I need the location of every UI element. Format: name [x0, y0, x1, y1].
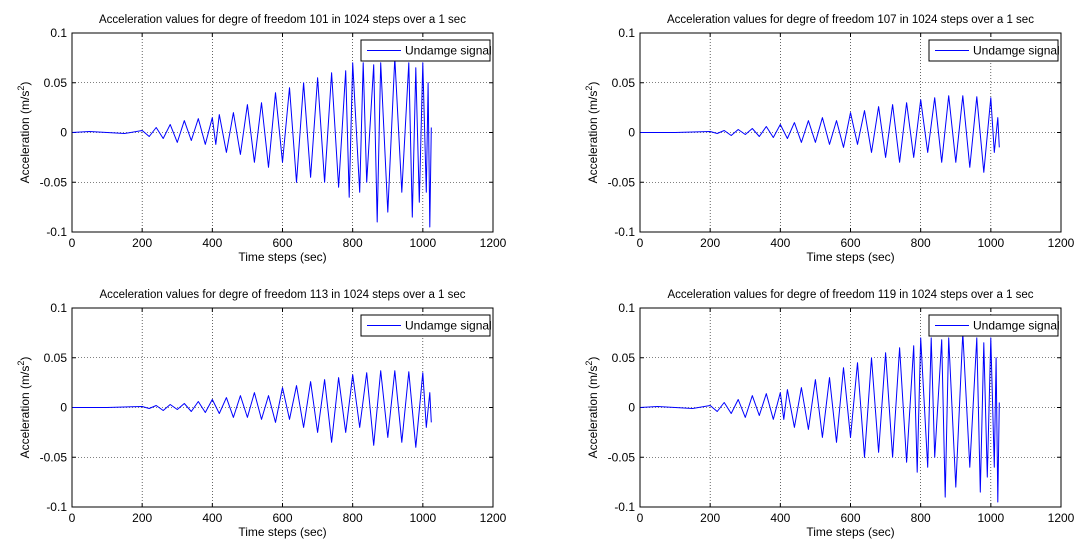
x-axis-label: Time steps (sec) — [238, 525, 326, 539]
axes-frame — [639, 32, 1062, 233]
x-tick-label: 200 — [700, 236, 720, 250]
y-tick-label: -0.05 — [608, 175, 636, 189]
x-tick-label: 1000 — [409, 511, 436, 525]
y-tick-label: -0.1 — [614, 225, 635, 239]
y-tick-label: 0.05 — [44, 76, 68, 90]
x-tick-label: 400 — [770, 236, 790, 250]
legend-box — [928, 314, 1059, 337]
y-tick-label: -0.1 — [614, 500, 635, 514]
x-tick-label: 1200 — [1048, 236, 1075, 250]
chart-title: Acceleration values for degre of freedom… — [99, 14, 466, 26]
x-axis-label: Time steps (sec) — [238, 250, 326, 264]
legend-label: Undamge signal — [405, 319, 492, 333]
x-tick-label: 0 — [637, 511, 644, 525]
x-tick-label: 400 — [202, 236, 222, 250]
y-tick-label: 0 — [60, 126, 67, 140]
y-tick-label: 0.1 — [618, 301, 635, 315]
series-line — [71, 57, 432, 228]
x-tick-label: 600 — [272, 511, 292, 525]
y-tick-label: 0 — [60, 401, 67, 415]
x-tick-label: 800 — [343, 236, 363, 250]
x-tick-label: 400 — [770, 511, 790, 525]
y-axis-label: Acceleration (m/s2) — [584, 82, 600, 184]
y-tick-label: 0 — [628, 126, 635, 140]
legend-label: Undamge signal — [973, 44, 1060, 58]
series-line — [640, 95, 1000, 173]
chart-panel-2: 0 200 400 600 800 1000 1200 -0.1 -0.05 0 0.05 0.1 Ac… — [584, 14, 1075, 264]
x-tick-label: 0 — [69, 511, 76, 525]
y-tick-label: -0.1 — [46, 500, 67, 514]
x-tick-label: 1000 — [977, 511, 1004, 525]
chart-panel-4: 0 200 400 600 800 1000 1200 -0.1 -0.05 0 0.05 0.1 Ac… — [584, 289, 1075, 539]
x-tick-label: 1000 — [977, 236, 1004, 250]
y-tick-label: 0.05 — [612, 351, 636, 365]
y-tick-label: 0.05 — [612, 76, 636, 90]
x-tick-label: 200 — [132, 511, 152, 525]
y-tick-label: 0.1 — [50, 301, 67, 315]
x-tick-label: 400 — [202, 511, 222, 525]
x-tick-label: 1200 — [1048, 511, 1075, 525]
y-tick-label: -0.1 — [46, 225, 67, 239]
x-axis-label: Time steps (sec) — [806, 250, 894, 264]
y-tick-label: 0 — [628, 401, 635, 415]
chart-panel-1: 0 200 400 600 800 1000 1200 -0.1 -0.05 0 0.05 0.1 Ac… — [16, 14, 507, 264]
x-tick-label: 200 — [132, 236, 152, 250]
legend-label: Undamge signal — [405, 44, 492, 58]
y-tick-label: 0.05 — [44, 351, 68, 365]
x-axis-label: Time steps (sec) — [806, 525, 894, 539]
y-tick-label: -0.05 — [608, 450, 636, 464]
x-tick-label: 1200 — [480, 511, 507, 525]
legend-box — [360, 314, 491, 337]
legend-label: Undamge signal — [973, 319, 1060, 333]
series-line — [639, 332, 1000, 503]
x-tick-label: 1200 — [480, 236, 507, 250]
axes-frame — [71, 307, 494, 508]
x-tick-label: 0 — [637, 236, 644, 250]
y-axis-label: Acceleration (m/s2) — [584, 357, 600, 459]
x-tick-label: 800 — [911, 236, 931, 250]
chart-panel-3: 0 200 400 600 800 1000 1200 -0.1 -0.05 0 0.05 0.1 Ac… — [16, 289, 507, 539]
x-tick-label: 800 — [343, 511, 363, 525]
legend-box — [928, 39, 1059, 62]
x-tick-label: 0 — [69, 236, 76, 250]
y-tick-label: 0.1 — [618, 26, 635, 40]
y-tick-label: -0.05 — [40, 175, 68, 189]
x-tick-label: 600 — [272, 236, 292, 250]
chart-title: Acceleration values for degre of freedom… — [99, 289, 465, 301]
series-line — [72, 370, 432, 448]
y-tick-label: -0.05 — [40, 450, 68, 464]
legend-box — [360, 39, 491, 62]
axes-frame — [639, 307, 1062, 508]
x-tick-label: 600 — [840, 236, 860, 250]
chart-title: Acceleration values for degre of freedom… — [667, 289, 1033, 301]
y-tick-label: 0.1 — [50, 26, 67, 40]
x-tick-label: 800 — [911, 511, 931, 525]
axes-frame — [71, 32, 494, 233]
x-tick-label: 200 — [700, 511, 720, 525]
x-tick-label: 600 — [840, 511, 860, 525]
y-axis-label: Acceleration (m/s2) — [16, 82, 32, 184]
x-tick-label: 1000 — [409, 236, 436, 250]
y-axis-label: Acceleration (m/s2) — [16, 357, 32, 459]
chart-title: Acceleration values for degre of freedom… — [667, 14, 1034, 26]
